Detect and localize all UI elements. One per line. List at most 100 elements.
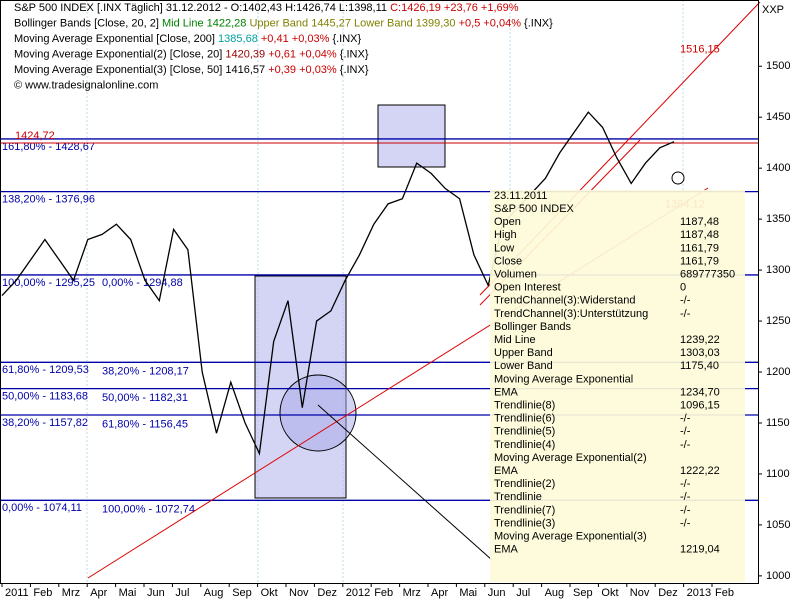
- x-tick-label: Nov: [289, 587, 309, 599]
- x-tick-label: Jun: [147, 587, 165, 599]
- info-value: 0: [680, 282, 686, 294]
- x-tick-label: Apr: [90, 587, 107, 599]
- x-tick-label: Aug: [545, 587, 565, 599]
- x-tick-label: Dez: [317, 587, 337, 599]
- highlight-circle: [279, 374, 357, 452]
- legend-part: S&P 500 INDEX [.INX Täglich] 31.12.2012 …: [14, 2, 390, 14]
- x-tick-label: Feb: [715, 587, 734, 599]
- y-tick-label: 1400: [766, 162, 790, 174]
- y-tick-label: 1350: [766, 213, 790, 225]
- info-value: -/-: [680, 491, 691, 503]
- x-tick-label: Apr: [431, 587, 448, 599]
- info-value: -/-: [680, 478, 691, 490]
- info-label: EMA: [494, 544, 519, 556]
- axis-label: XXP: [762, 4, 784, 16]
- info-value: 1222,22: [680, 465, 720, 477]
- info-label: Trendlinie(6): [494, 413, 555, 425]
- legend-part: +0,41 +0,03%: [261, 33, 330, 45]
- info-label: Moving Average Exponential: [494, 373, 633, 385]
- x-tick-label: Okt: [261, 587, 278, 599]
- legend-part: {.INX}: [329, 33, 361, 45]
- info-value: -/-: [680, 517, 691, 529]
- x-tick-label: Okt: [601, 587, 618, 599]
- info-label: Bollinger Bands: [494, 321, 572, 333]
- legend-part: Mid Line 1422,28: [162, 17, 249, 29]
- info-label: Trendlinie(2): [494, 478, 555, 490]
- legend-part: {.INX}: [337, 48, 369, 60]
- info-label: Mid Line: [494, 334, 536, 346]
- info-value: 1161,79: [680, 255, 719, 267]
- legend-part: Upper Band 1445,27 Lower Band 1399,30: [249, 17, 458, 29]
- y-tick-label: 1100: [766, 468, 790, 480]
- info-label: Trendlinie: [494, 491, 542, 503]
- info-value: -/-: [680, 426, 691, 438]
- fib-label: 0,00% - 1074,11: [2, 502, 82, 514]
- x-tick-label: 2011: [5, 587, 29, 599]
- legend-entry: Moving Average Exponential(2) [Close, 20…: [14, 48, 369, 60]
- legend-part: 1416,57: [225, 64, 268, 76]
- zone-box: [377, 104, 446, 168]
- info-value: 1234,70: [680, 386, 720, 398]
- info-value: -/-: [680, 308, 691, 320]
- info-label: 23.11.2011: [494, 190, 547, 202]
- info-value: -/-: [680, 413, 691, 425]
- info-label: S&P 500 INDEX: [494, 203, 575, 215]
- x-tick-label: Mai: [119, 587, 137, 599]
- fib-label: 50,00% - 1183,68: [2, 391, 88, 403]
- fib-label: 100,00% - 1072,74: [102, 504, 195, 516]
- info-value: 1187,48: [680, 216, 719, 228]
- info-label: TrendChannel(3):Unterstützung: [494, 308, 648, 320]
- info-label: Trendlinie(5): [494, 426, 555, 438]
- info-label: Moving Average Exponential(2): [494, 452, 647, 464]
- y-tick-label: 1050: [766, 519, 790, 531]
- info-label: Upper Band: [494, 347, 553, 359]
- info-label: Trendlinie(3): [494, 517, 555, 529]
- x-tick-label: 2012: [346, 587, 370, 599]
- y-tick-label: 1300: [766, 264, 790, 276]
- fib-label: 0,00% - 1294,88: [102, 277, 183, 289]
- trend-line: [317, 404, 493, 561]
- info-label: EMA: [494, 386, 519, 398]
- info-label: Close: [494, 255, 522, 267]
- legend-entry: S&P 500 INDEX [.INX Täglich] 31.12.2012 …: [14, 2, 519, 14]
- y-tick-label: 1250: [766, 315, 790, 327]
- info-label: High: [494, 229, 517, 241]
- info-value: 1096,15: [680, 400, 720, 412]
- legend-part: Moving Average Exponential [Close, 200]: [14, 33, 218, 45]
- legend-entry: Moving Average Exponential [Close, 200] …: [14, 33, 362, 45]
- x-tick-label: Feb: [374, 587, 393, 599]
- y-tick-label: 1500: [766, 60, 790, 72]
- fib-label: 38,20% - 1208,17: [102, 366, 189, 378]
- legend-part: +0,61 +0,04%: [268, 48, 337, 60]
- legend-part: C:1426,19 +23,76 +1,69%: [390, 2, 519, 14]
- info-label: Volumen: [494, 269, 537, 281]
- legend-part: {.INX}: [337, 64, 369, 76]
- legend-part: +0,5 +0,04%: [459, 17, 522, 29]
- info-value: 1239,22: [680, 334, 720, 346]
- legend-part: © www.tradesignalonline.com: [14, 79, 158, 91]
- marker: [671, 171, 685, 185]
- y-tick-label: 1200: [766, 366, 790, 378]
- info-panel: [490, 190, 745, 582]
- x-tick-label: 2013: [687, 587, 711, 599]
- info-label: Open Interest: [494, 282, 561, 294]
- legend-entry: Bollinger Bands [Close, 20, 2] Mid Line …: [14, 17, 553, 29]
- y-tick-label: 1450: [766, 111, 790, 123]
- legend-part: 1385,68: [218, 33, 261, 45]
- y-tick-label: 1000: [766, 570, 790, 582]
- info-label: Moving Average Exponential(3): [494, 531, 647, 543]
- fib-label: 61,80% - 1209,53: [2, 364, 89, 376]
- fib-label: 161,80% - 1428,67: [2, 141, 95, 153]
- info-label: EMA: [494, 465, 519, 477]
- legend-part: +0,39 +0,03%: [268, 64, 337, 76]
- x-tick-label: Mrz: [403, 587, 421, 599]
- info-value: 689777350: [680, 269, 735, 281]
- info-value: -/-: [680, 439, 691, 451]
- info-label: Trendlinie(7): [494, 504, 555, 516]
- legend-part: {.INX}: [521, 17, 553, 29]
- fib-label: 50,00% - 1182,31: [102, 392, 188, 404]
- x-tick-label: Feb: [33, 587, 52, 599]
- info-label: Open: [494, 216, 521, 228]
- fib-label: 138,20% - 1376,96: [2, 194, 95, 206]
